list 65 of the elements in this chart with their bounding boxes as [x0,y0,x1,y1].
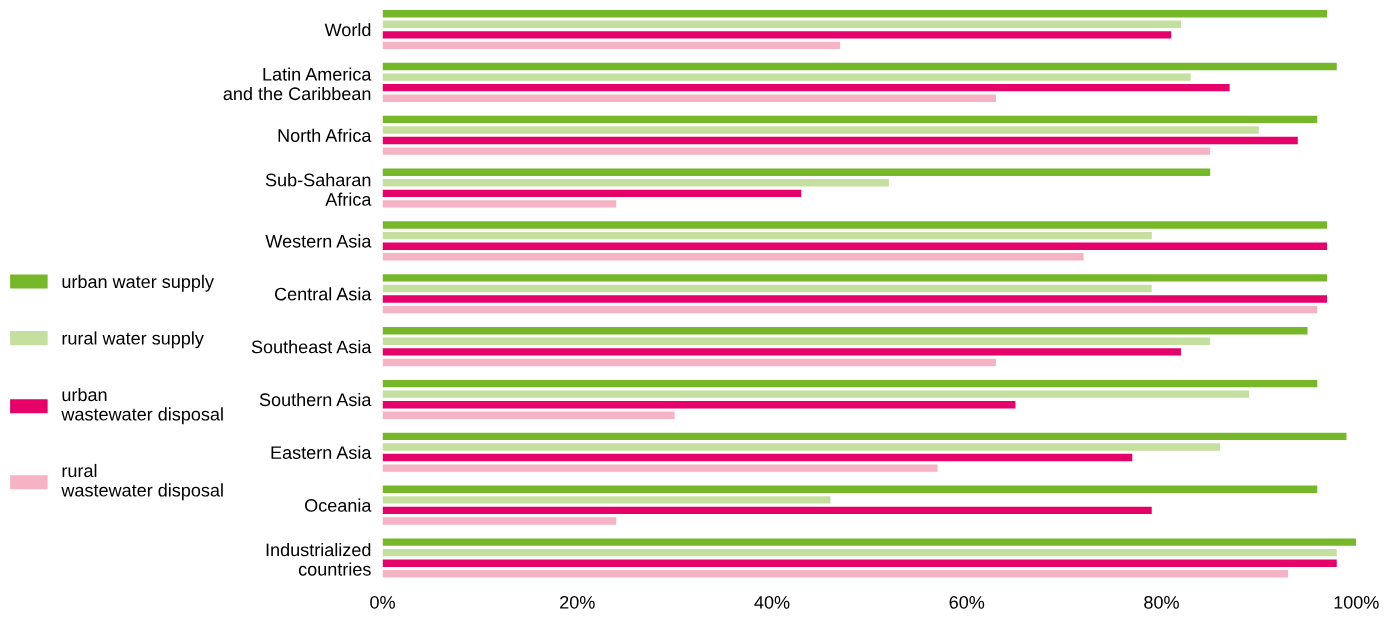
bar [382,9,1328,18]
bar [382,94,996,102]
bar [382,20,1181,28]
bar [382,168,1211,176]
y-tick-label: Oceania [305,498,372,512]
bar [382,284,1152,293]
x-tick-label: 20% [560,595,595,609]
bar [382,485,1318,493]
bar [382,411,675,419]
y-tick-label: Latin America and the Caribbean [223,67,372,101]
y-tick-label: North Africa [278,128,372,142]
legend-label: urban wastewater disposal [61,387,223,425]
x-tick-label: 60% [949,595,985,609]
y-tick-label: World [324,23,371,37]
bar [382,147,1211,155]
bar [382,62,1337,71]
bar [382,432,1347,441]
bar [382,73,1191,81]
bar [382,126,1259,134]
x-tick-label: 40% [754,595,790,609]
bar [382,443,1220,451]
bar [382,496,831,504]
y-tick-label: Sub-Saharan Africa [265,173,372,206]
bar [382,327,1308,335]
bar [382,231,1152,240]
bar [382,189,802,198]
bar [382,464,938,472]
bar [382,559,1337,567]
bar [382,358,996,367]
bar [382,570,1289,578]
bar [382,348,1181,356]
bar [382,401,1016,409]
bar [382,506,1152,515]
bar [382,41,841,50]
y-tick-label: Southeast Asia [251,340,372,354]
bar [382,115,1318,124]
bar [382,379,1318,388]
bar [382,179,889,187]
y-tick-label: Industrialized countries [266,543,371,576]
bar [382,453,1133,462]
y-tick-label: Southern Asia [259,392,372,407]
bar [382,390,1250,398]
bar [382,136,1298,145]
bar [382,305,1318,314]
legend-label: rural water supply [62,331,204,349]
bar [382,548,1337,557]
x-tick-label: 80% [1144,595,1179,609]
legend-label: rural wastewater disposal [61,463,223,501]
bar [382,538,1357,546]
y-tick-label: Western Asia [265,234,372,248]
x-tick-label: 100% [1334,595,1379,609]
y-tick-label: Eastern Asia [271,445,372,459]
bar [382,83,1230,92]
bar [382,200,617,208]
bar [382,517,617,525]
bar [382,242,1328,250]
x-tick-label: 0% [370,595,395,609]
bar [382,274,1328,282]
legend-label: urban water supply [62,274,214,292]
bar [382,31,1172,39]
bar [382,253,1084,261]
bar [382,221,1328,229]
bar [382,295,1328,303]
bar [382,337,1211,346]
y-tick-label: Central Asia [274,287,372,301]
